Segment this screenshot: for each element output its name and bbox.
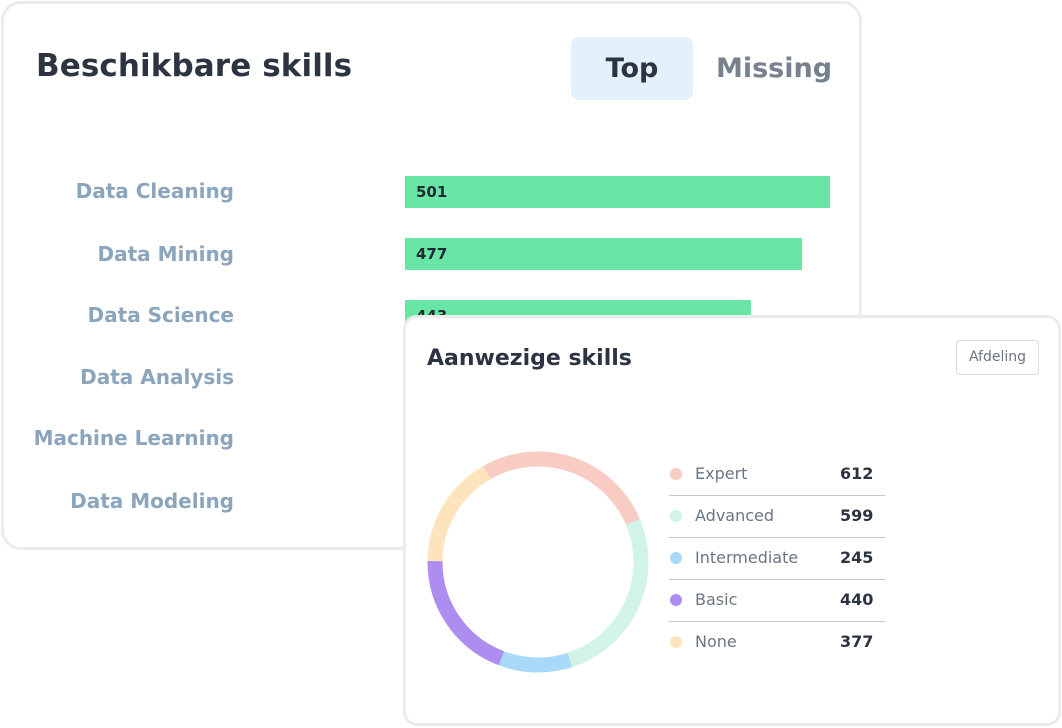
skill-label-data-analysis: Data Analysis [80,365,234,389]
legend-value: 612 [840,464,874,483]
card-title: Beschikbare skills [36,48,353,84]
skill-bar-value: 501 [416,183,448,201]
donut-slice-none [427,466,491,562]
donut-slice-basic [427,560,505,666]
department-filter-button[interactable]: Afdeling [956,340,1039,375]
skill-label-machine-learning: Machine Learning [33,426,234,450]
legend-item-basic: Basic 440 [669,580,885,622]
donut-slice-intermediate [498,651,573,673]
legend-dot [670,594,682,606]
legend-item-advanced: Advanced 599 [669,496,885,538]
skill-label-data-science: Data Science [87,303,234,327]
legend-item-intermediate: Intermediate 245 [669,538,885,580]
legend-value: 599 [840,506,874,525]
legend-dot [670,510,682,522]
skill-label-data-cleaning: Data Cleaning [75,179,234,203]
legend-value: 245 [840,548,874,567]
skill-bar-data-mining: 477 [405,238,802,270]
legend-item-expert: Expert 612 [669,454,885,496]
legend-label: None [695,632,737,651]
legend-label: Advanced [695,506,775,525]
tab-missing[interactable]: Missing [715,53,833,84]
skill-bar-data-cleaning: 501 [405,176,830,208]
legend-item-none: None 377 [669,622,885,664]
legend-label: Expert [695,464,748,483]
legend-dot [670,636,682,648]
legend-dot [670,468,682,480]
donut-slice-expert [483,451,640,526]
skill-label-data-mining: Data Mining [97,242,234,266]
legend-label: Basic [695,590,738,609]
skill-bar-value: 477 [416,245,448,263]
legend-value: 377 [840,632,874,651]
skill-label-data-modeling: Data Modeling [70,489,234,513]
legend-value: 440 [840,590,874,609]
legend-label: Intermediate [695,548,799,567]
present-skills-card: Aanwezige skills Afdeling Expert 612 Adv… [403,315,1061,726]
tab-top[interactable]: Top [571,37,693,100]
legend-dot [670,552,682,564]
donut-slice-advanced [567,519,649,668]
card-title: Aanwezige skills [427,346,632,371]
skills-donut-chart [427,451,649,673]
